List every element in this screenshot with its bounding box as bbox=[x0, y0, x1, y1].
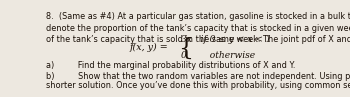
Text: 8.  (Same as #4) At a particular gas station, gasoline is stocked in a bulk tank: 8. (Same as #4) At a particular gas stat… bbox=[46, 12, 350, 21]
Text: of the tank’s capacity that is sold in the same week. The joint pdf of X and Y i: of the tank’s capacity that is sold in t… bbox=[46, 35, 350, 44]
Text: f(x, y) =: f(x, y) = bbox=[129, 43, 168, 52]
Text: 0        otherwise: 0 otherwise bbox=[181, 51, 256, 60]
Text: {: { bbox=[178, 36, 193, 59]
Text: 3x   if 0 ≤ y < x < 1: 3x if 0 ≤ y < x < 1 bbox=[181, 35, 272, 44]
Text: denote the proportion of the tank’s capacity that is stocked in a given week, an: denote the proportion of the tank’s capa… bbox=[46, 24, 350, 33]
Text: b)         Show that the two random variables are not independent. Using part of: b) Show that the two random variables ar… bbox=[46, 72, 350, 81]
Text: a)         Find the marginal probability distributions of X and Y.: a) Find the marginal probability distrib… bbox=[46, 61, 295, 70]
Text: shorter solution. Once you’ve done this with probability, using common sense is : shorter solution. Once you’ve done this … bbox=[46, 81, 350, 91]
